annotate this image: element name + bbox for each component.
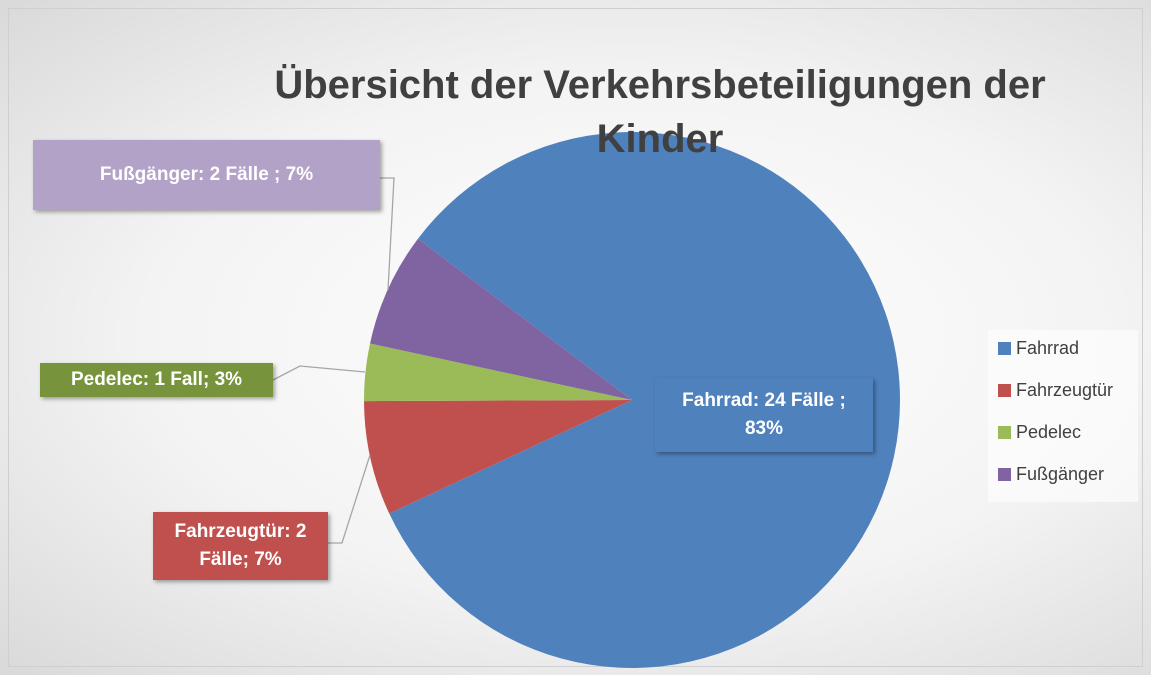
pie-slice: [364, 343, 632, 402]
chart-title: Übersicht der Verkehrsbeteiligungen der …: [274, 63, 1046, 161]
legend-entry: Fahrrad: [998, 338, 1079, 359]
legend-swatch: [998, 384, 1011, 397]
legend-swatch: [998, 426, 1011, 439]
leader-line: [272, 365, 366, 381]
legend-swatch: [998, 342, 1011, 355]
legend-swatch: [998, 468, 1011, 481]
leader-line: [380, 177, 395, 291]
leader-line: [328, 454, 371, 544]
legend-entry: Fußgänger: [998, 464, 1104, 485]
legend-label: Pedelec: [1016, 422, 1082, 442]
legend: [988, 330, 1138, 502]
legend-entry: Pedelec: [998, 422, 1081, 443]
data-label: Fahrzeugtür: 2 Fälle; 7%: [153, 512, 328, 580]
data-label: Fahrrad: 24 Fälle ; 83%: [655, 378, 873, 452]
legend-label: Fußgänger: [1016, 464, 1105, 484]
pie-slice: [364, 400, 632, 514]
legend-label: Fahrrad: [1016, 338, 1080, 358]
legend-label: Fahrzeugtür: [1016, 380, 1114, 400]
pie-slice: [370, 238, 632, 400]
pie-slice: [389, 131, 900, 668]
chart-frame: [8, 8, 1143, 667]
legend-entry: Fahrzeugtür: [998, 380, 1113, 401]
data-label: Pedelec: 1 Fall; 3%: [40, 363, 273, 397]
data-label: Fußgänger: 2 Fälle ; 7%: [33, 140, 380, 210]
